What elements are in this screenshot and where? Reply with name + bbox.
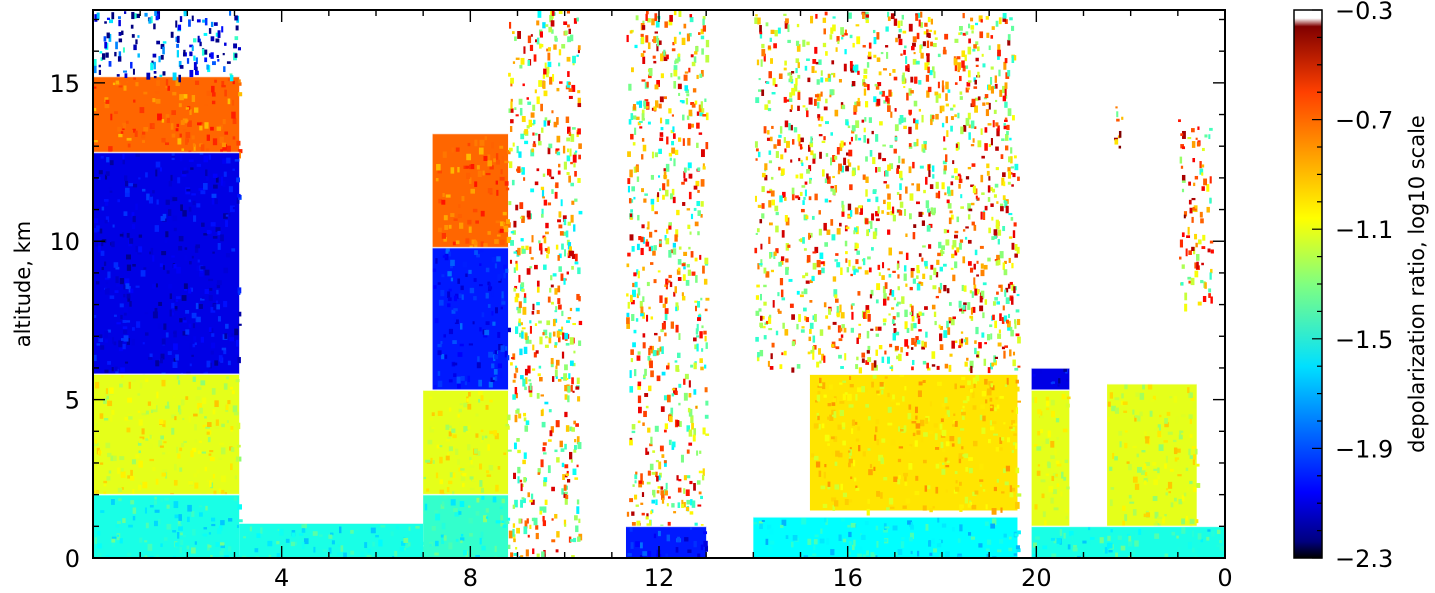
colorbar-label: depolarization ratio, log10 scale xyxy=(1405,115,1429,453)
heatmap-region-6 xyxy=(432,132,512,251)
heatmap-region-9 xyxy=(423,493,511,558)
colorbar-tick-label: −1.9 xyxy=(1335,435,1393,463)
colorbar-tick-label: −0.7 xyxy=(1335,107,1393,135)
heatmap-region-0 xyxy=(93,75,243,159)
y-tick-label: 10 xyxy=(49,228,80,256)
y-tick-label: 5 xyxy=(65,387,80,415)
colorbar-tick-label: −2.3 xyxy=(1335,545,1393,573)
x-tick-label: 4 xyxy=(274,564,289,592)
colorbar-tick-label: −1.5 xyxy=(1335,326,1393,354)
heatmap-region-3 xyxy=(93,373,242,499)
colorbar-tick-label: −0.3 xyxy=(1335,0,1393,25)
x-tick-label: 0 xyxy=(1217,564,1232,592)
heatmap-region-1 xyxy=(93,151,242,377)
heatmap-region-4 xyxy=(93,493,244,558)
heatmap-region-18 xyxy=(1107,383,1201,533)
heatmap-region-21 xyxy=(1178,119,1214,312)
x-axis: 4 8 12 16 20 0 xyxy=(139,10,1233,592)
heatmap-region-7 xyxy=(432,246,511,393)
heatmap-region-5 xyxy=(239,522,426,558)
heatmap-region-17 xyxy=(1031,389,1071,528)
heatmap-region-8 xyxy=(423,389,512,500)
heatmap-region-2 xyxy=(93,10,242,83)
heatmap-region-11 xyxy=(626,10,710,532)
heatmap-region-10 xyxy=(508,10,583,558)
y-tick-label: 0 xyxy=(65,545,80,573)
x-tick-label: 16 xyxy=(832,564,863,592)
y-axis-label: altitude, km xyxy=(11,221,35,348)
colorbar-axis: −2.3 −1.9 −1.5 −1.1 −0.7 −0.3 xyxy=(1312,0,1393,573)
heatmap-region-13 xyxy=(754,11,1021,374)
x-tick-label: 8 xyxy=(463,564,478,592)
heatmap-region-16 xyxy=(1031,367,1070,391)
heatmap-region-12 xyxy=(625,525,709,558)
heatmap-region-15 xyxy=(753,516,1021,558)
heatmap-image xyxy=(93,10,1225,558)
x-tick-label: 20 xyxy=(1021,564,1052,592)
colorbar-tick-label: −1.1 xyxy=(1335,216,1393,244)
heatmap-region-20 xyxy=(1113,106,1124,149)
x-tick-label: 12 xyxy=(644,564,675,592)
y-tick-label: 15 xyxy=(49,70,80,98)
y-axis: 0 5 10 15 xyxy=(49,18,1225,573)
heatmap-region-14 xyxy=(809,373,1022,516)
heatmap-region-19 xyxy=(1031,525,1225,558)
